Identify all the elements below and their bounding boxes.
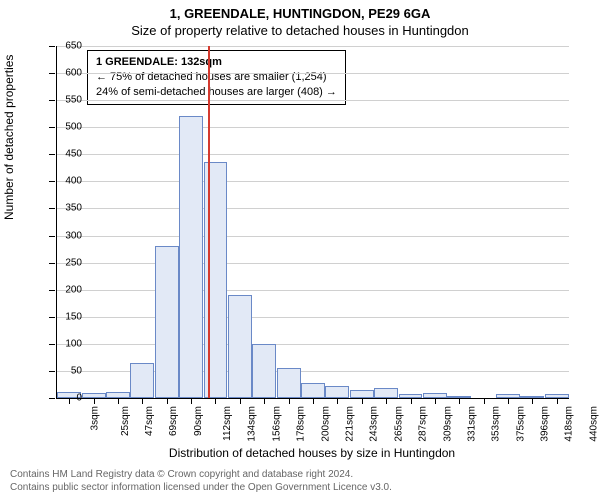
x-tick-label: 112sqm xyxy=(222,406,233,441)
y-tick-label: 200 xyxy=(52,284,82,295)
footer-line-1: Contains HM Land Registry data © Crown c… xyxy=(10,468,392,481)
x-tick-label: 309sqm xyxy=(442,406,453,442)
gridline xyxy=(57,181,569,182)
annotation-line-3: 24% of semi-detached houses are larger (… xyxy=(96,85,337,100)
histogram-bar xyxy=(179,116,203,398)
gridline xyxy=(57,236,569,237)
gridline xyxy=(57,46,569,47)
histogram-bar xyxy=(252,344,276,398)
y-tick-label: 0 xyxy=(52,393,82,404)
x-tick-label: 178sqm xyxy=(296,406,307,442)
y-tick-label: 350 xyxy=(52,203,82,214)
histogram-bar xyxy=(130,363,154,398)
x-tick-label: 353sqm xyxy=(491,406,502,442)
x-tick xyxy=(484,398,485,404)
gridline xyxy=(57,263,569,264)
x-tick-label: 69sqm xyxy=(168,406,179,436)
x-tick-label: 243sqm xyxy=(369,406,380,442)
x-tick xyxy=(411,398,412,404)
x-tick-label: 90sqm xyxy=(193,406,204,436)
x-tick-label: 221sqm xyxy=(345,406,356,442)
histogram-bar xyxy=(277,368,301,398)
y-tick-label: 250 xyxy=(52,257,82,268)
y-tick-label: 600 xyxy=(52,68,82,79)
gridline xyxy=(57,208,569,209)
x-tick-label: 375sqm xyxy=(515,406,526,442)
histogram-bar xyxy=(374,388,398,398)
x-tick xyxy=(167,398,168,404)
footer-credits: Contains HM Land Registry data © Crown c… xyxy=(10,468,392,494)
y-tick-label: 450 xyxy=(52,149,82,160)
histogram-bar xyxy=(325,386,349,398)
x-tick-label: 418sqm xyxy=(564,406,575,442)
x-tick xyxy=(94,398,95,404)
y-tick-label: 150 xyxy=(52,311,82,322)
histogram-bar xyxy=(350,390,374,398)
y-tick-label: 650 xyxy=(52,41,82,52)
x-tick xyxy=(532,398,533,404)
gridline xyxy=(57,317,569,318)
histogram-bar xyxy=(301,383,325,398)
y-axis-title: Number of detached properties xyxy=(2,55,16,220)
x-tick xyxy=(337,398,338,404)
y-tick-label: 100 xyxy=(52,338,82,349)
y-tick-label: 500 xyxy=(52,122,82,133)
x-tick-label: 3sqm xyxy=(90,406,101,430)
x-tick xyxy=(264,398,265,404)
x-tick xyxy=(508,398,509,404)
histogram-bar xyxy=(155,246,179,398)
x-tick-label: 47sqm xyxy=(144,406,155,436)
x-tick-label: 440sqm xyxy=(588,406,599,442)
x-tick xyxy=(435,398,436,404)
y-tick-label: 550 xyxy=(52,95,82,106)
title-line-2: Size of property relative to detached ho… xyxy=(0,23,600,38)
footer-line-2: Contains public sector information licen… xyxy=(10,481,392,494)
x-tick xyxy=(362,398,363,404)
reference-line xyxy=(208,46,210,398)
title-block: 1, GREENDALE, HUNTINGDON, PE29 6GA Size … xyxy=(0,0,600,38)
gridline xyxy=(57,290,569,291)
y-tick-label: 400 xyxy=(52,176,82,187)
x-tick xyxy=(313,398,314,404)
x-tick xyxy=(386,398,387,404)
x-axis-title: Distribution of detached houses by size … xyxy=(56,446,568,460)
annotation-line-2: ← 75% of detached houses are smaller (1,… xyxy=(96,70,337,85)
gridline xyxy=(57,73,569,74)
x-tick xyxy=(289,398,290,404)
x-tick xyxy=(459,398,460,404)
y-tick-label: 50 xyxy=(52,365,82,376)
gridline xyxy=(57,154,569,155)
title-line-1: 1, GREENDALE, HUNTINGDON, PE29 6GA xyxy=(0,6,600,21)
x-tick-label: 25sqm xyxy=(120,406,131,436)
x-tick xyxy=(557,398,558,404)
gridline xyxy=(57,344,569,345)
x-tick-label: 331sqm xyxy=(466,406,477,442)
histogram-bar xyxy=(204,162,228,398)
x-tick xyxy=(215,398,216,404)
chart-container: 1, GREENDALE, HUNTINGDON, PE29 6GA Size … xyxy=(0,0,600,500)
x-tick xyxy=(191,398,192,404)
x-tick-label: 287sqm xyxy=(418,406,429,442)
x-tick xyxy=(118,398,119,404)
x-tick-label: 156sqm xyxy=(271,406,282,442)
plot-area: 1 GREENDALE: 132sqm ← 75% of detached ho… xyxy=(56,46,569,399)
x-tick-label: 134sqm xyxy=(247,406,258,442)
annotation-line-1: 1 GREENDALE: 132sqm xyxy=(96,55,337,70)
y-tick-label: 300 xyxy=(52,230,82,241)
histogram-bar xyxy=(228,295,252,398)
annotation-box: 1 GREENDALE: 132sqm ← 75% of detached ho… xyxy=(87,50,346,105)
x-tick-label: 200sqm xyxy=(320,406,331,442)
x-tick-label: 396sqm xyxy=(540,406,551,442)
gridline xyxy=(57,100,569,101)
gridline xyxy=(57,127,569,128)
x-tick-label: 265sqm xyxy=(393,406,404,442)
x-tick xyxy=(240,398,241,404)
x-tick xyxy=(142,398,143,404)
